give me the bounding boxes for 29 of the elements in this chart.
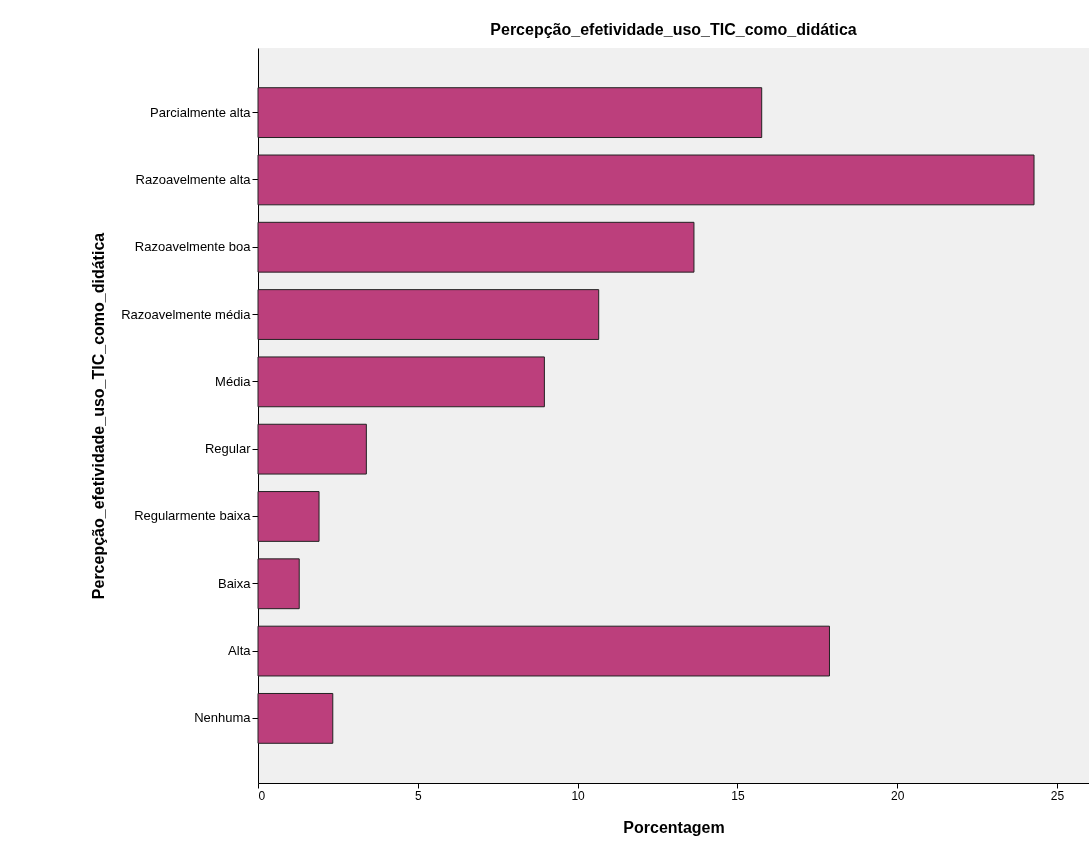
x-tick-label: 10: [571, 788, 586, 803]
y-axis-title: Percepção_efetividade_uso_TIC_como_didática: [90, 232, 108, 600]
chart-title: Percepção_efetividade_uso_TIC_como_didática: [490, 21, 857, 38]
bar: [257, 558, 300, 610]
x-tick-label: 20: [891, 788, 905, 803]
bar: [257, 625, 830, 677]
x-tick-label: 0: [258, 788, 266, 803]
y-tick-label: Razoavelmente alta: [135, 171, 252, 187]
bar: [257, 423, 367, 475]
y-tick-label: Baixa: [217, 575, 252, 591]
x-tick-label: 25: [1050, 788, 1065, 803]
y-tick-label: Regular: [204, 441, 252, 457]
bar: [257, 221, 695, 273]
x-axis-title: Porcentagem: [623, 818, 725, 836]
bar: [257, 154, 1035, 206]
bar: [257, 289, 600, 340]
y-tick-label: Nenhuma: [194, 710, 252, 726]
bar: [257, 356, 545, 408]
bar: [257, 491, 320, 542]
x-tick-label: 15: [731, 788, 745, 803]
y-tick-label: Razoavelmente boa: [134, 239, 252, 255]
bar: [257, 692, 334, 744]
y-tick-label: Parcialmente alta: [150, 104, 252, 120]
y-tick-label: Média: [215, 373, 252, 389]
y-tick-label: Regularmente baixa: [134, 508, 252, 524]
y-tick-label: Alta: [228, 643, 252, 659]
y-tick-label: Razoavelmente média: [121, 306, 252, 322]
x-tick-label: 5: [414, 788, 422, 803]
bar: [257, 87, 763, 139]
